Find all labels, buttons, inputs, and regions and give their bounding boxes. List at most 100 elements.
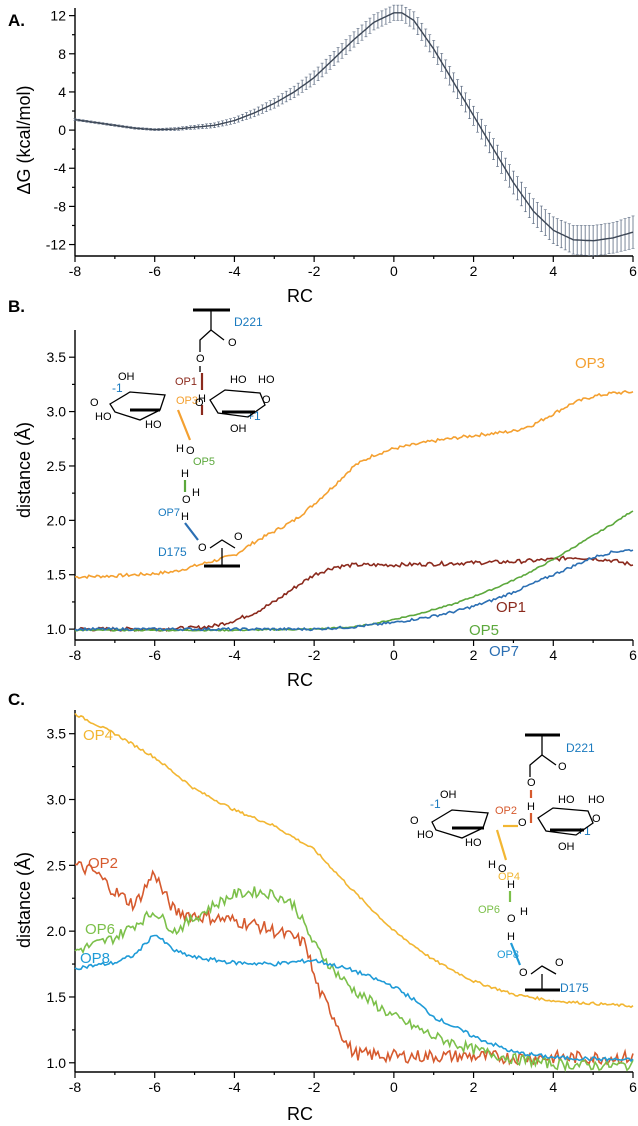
svg-text:O: O — [527, 777, 536, 789]
x-tick-label: 0 — [390, 263, 398, 279]
svg-text:HO: HO — [230, 374, 247, 386]
svg-text:OP6: OP6 — [478, 904, 500, 916]
series-line-op1 — [74, 555, 634, 632]
svg-text:O: O — [555, 957, 564, 969]
svg-text:O: O — [195, 397, 204, 409]
series-label-op3: OP3 — [575, 355, 605, 372]
svg-text:HO: HO — [465, 837, 482, 849]
x-tick-label: -6 — [148, 263, 161, 279]
panel-a-xlabel: RC — [287, 286, 313, 306]
svg-text:OP7: OP7 — [158, 507, 180, 519]
series-label-op8: OP8 — [80, 950, 110, 967]
error-bars — [73, 4, 635, 257]
series-line-op3 — [74, 389, 634, 580]
x-tick-label: -6 — [148, 647, 161, 663]
svg-text:H: H — [198, 393, 206, 405]
x-tick-label: -2 — [308, 647, 321, 663]
y-tick-label: 1.0 — [47, 621, 67, 637]
d221-label: D221 — [234, 315, 263, 329]
minus1-label: -1 — [112, 381, 123, 395]
svg-text:OH: OH — [558, 841, 575, 853]
svg-text:OH: OH — [440, 789, 457, 801]
series-line-op7 — [74, 548, 634, 632]
y-tick-label: 3.5 — [47, 726, 67, 742]
y-tick-label: 2.0 — [47, 923, 67, 939]
x-tick-label: 4 — [549, 647, 557, 663]
panel-b-structure-diagram: O O D221 OP1 H -1 +1 O HO OH HO OP3 O HO… — [90, 308, 275, 568]
svg-text:O: O — [196, 353, 205, 365]
svg-text:O: O — [234, 531, 243, 543]
svg-text:O: O — [198, 542, 207, 554]
panel-a-label: A. — [8, 11, 25, 30]
x-tick-label: -8 — [69, 263, 82, 279]
panel-c-structure-diagram: O O D221 H OP2 -1 +1 O HO OH HO O HO HO … — [410, 733, 605, 995]
svg-text:H: H — [507, 931, 515, 943]
svg-text:O: O — [592, 813, 601, 825]
y-tick-label: 4 — [58, 84, 66, 100]
y-tick-label: -8 — [54, 198, 67, 214]
svg-text:O: O — [558, 761, 567, 773]
svg-text:H: H — [527, 801, 535, 813]
y-tick-label: 12 — [50, 8, 66, 24]
panel-b-plot-area: -8 -6 -4 -2 0 2 4 63.53.02.52.01.51.0OP3OP1OP5O… — [47, 330, 637, 663]
svg-text:HO: HO — [95, 411, 112, 423]
svg-text:HO: HO — [588, 794, 605, 806]
series-line-op8 — [74, 934, 634, 1063]
c-d175-label: D175 — [560, 981, 589, 995]
svg-text:H: H — [181, 511, 189, 523]
panel-c-label: C. — [8, 690, 25, 709]
y-tick-label: -12 — [46, 237, 66, 253]
series-line-op5 — [74, 510, 634, 632]
x-tick-label: 4 — [549, 1079, 557, 1095]
panel-b-label: B. — [8, 297, 25, 316]
svg-text:O: O — [519, 967, 528, 979]
y-tick-label: 2.0 — [47, 512, 67, 528]
panel-a-ylabel: ΔG (kcal/mol) — [14, 85, 34, 194]
svg-text:OP3: OP3 — [176, 395, 198, 407]
svg-text:OP1: OP1 — [175, 376, 197, 388]
svg-text:O: O — [182, 494, 191, 506]
x-tick-label: 2 — [470, 1079, 478, 1095]
svg-text:O: O — [228, 337, 237, 349]
y-tick-label: 3.5 — [47, 349, 67, 365]
x-tick-label: 6 — [629, 263, 637, 279]
x-tick-label: -6 — [148, 1079, 161, 1095]
y-tick-label: 0 — [58, 122, 66, 138]
svg-text:H: H — [192, 487, 200, 499]
y-tick-label: 8 — [58, 46, 66, 62]
svg-text:HO: HO — [145, 419, 162, 431]
series-label-op7: OP7 — [489, 643, 519, 660]
svg-text:H: H — [507, 879, 515, 891]
svg-text:O: O — [262, 394, 271, 406]
series-label-op5: OP5 — [469, 622, 499, 639]
c-minus1-label: -1 — [430, 797, 441, 811]
svg-text:O: O — [186, 445, 195, 457]
x-tick-label: -2 — [308, 263, 321, 279]
svg-text:OH: OH — [230, 423, 247, 435]
series-label-op4: OP4 — [83, 727, 113, 744]
svg-text:O: O — [507, 913, 516, 925]
svg-text:OP2: OP2 — [495, 805, 517, 817]
y-tick-label: 2.5 — [47, 857, 67, 873]
panel-b-xlabel: RC — [287, 670, 313, 690]
panel-c-xlabel: RC — [287, 1104, 313, 1124]
x-tick-label: 0 — [390, 1079, 398, 1095]
x-tick-label: -8 — [69, 647, 82, 663]
svg-text:O: O — [90, 397, 99, 409]
svg-text:H: H — [520, 906, 528, 918]
panel-a-chart: A. RC ΔG (kcal/mol) -8 -6 -4 -2 0 2 4 6 12 8 4 0 -4 -… — [8, 4, 637, 306]
y-tick-label: 3.0 — [47, 792, 67, 808]
x-tick-label: -4 — [228, 1079, 241, 1095]
x-tick-label: 6 — [629, 647, 637, 663]
panel-c-plot-area: -8 -6 -4 -2 0 2 4 63.53.02.52.01.51.0OP4OP2OP6O… — [47, 710, 637, 1095]
svg-text:HO: HO — [417, 829, 434, 841]
series-label-op1: OP1 — [496, 599, 526, 616]
x-tick-label: -2 — [308, 1079, 321, 1095]
svg-text:H: H — [176, 443, 184, 455]
svg-text:OH: OH — [118, 371, 135, 383]
d175-label: D175 — [158, 545, 187, 559]
svg-text:HO: HO — [258, 374, 275, 386]
x-tick-label: -4 — [228, 263, 241, 279]
